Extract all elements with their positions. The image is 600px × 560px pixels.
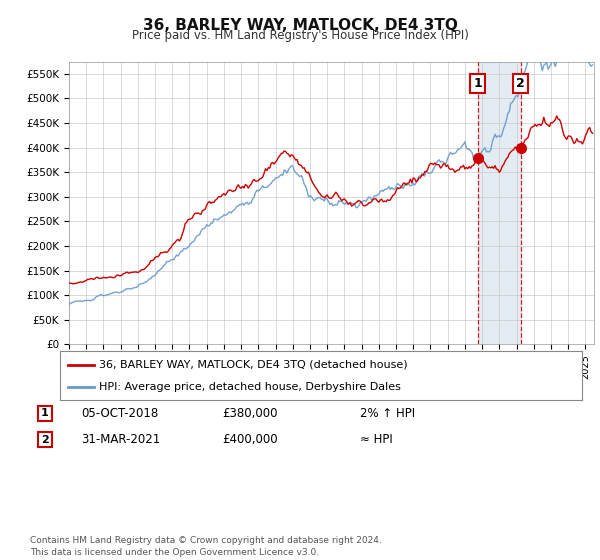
Text: 05-OCT-2018: 05-OCT-2018 [81, 407, 158, 420]
Text: 1: 1 [41, 408, 49, 418]
Text: £380,000: £380,000 [222, 407, 277, 420]
Text: HPI: Average price, detached house, Derbyshire Dales: HPI: Average price, detached house, Derb… [99, 381, 401, 391]
Bar [478, 62, 521, 344]
Text: 31-MAR-2021: 31-MAR-2021 [81, 433, 160, 446]
Text: 2: 2 [517, 77, 525, 90]
Text: Price paid vs. HM Land Registry's House Price Index (HPI): Price paid vs. HM Land Registry's House … [131, 29, 469, 42]
Text: £400,000: £400,000 [222, 433, 278, 446]
Text: Contains HM Land Registry data © Crown copyright and database right 2024.
This d: Contains HM Land Registry data © Crown c… [30, 536, 382, 557]
Text: ≈ HPI: ≈ HPI [360, 433, 393, 446]
Text: 2: 2 [41, 435, 49, 445]
Text: 1: 1 [473, 77, 482, 90]
Text: 2% ↑ HPI: 2% ↑ HPI [360, 407, 415, 420]
Text: 36, BARLEY WAY, MATLOCK, DE4 3TQ (detached house): 36, BARLEY WAY, MATLOCK, DE4 3TQ (detach… [99, 360, 408, 370]
Text: 36, BARLEY WAY, MATLOCK, DE4 3TQ: 36, BARLEY WAY, MATLOCK, DE4 3TQ [143, 18, 457, 33]
